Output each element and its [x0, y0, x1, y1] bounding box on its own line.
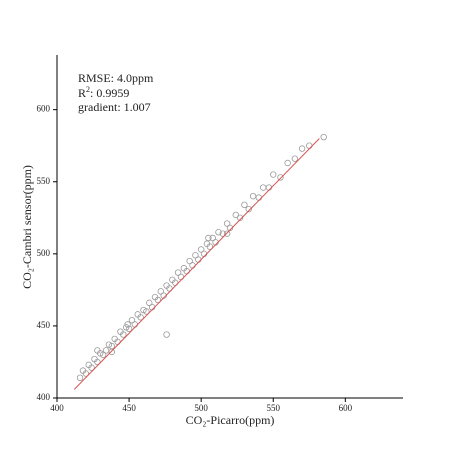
point [131, 321, 139, 328]
point [219, 230, 226, 237]
point [249, 192, 257, 200]
point [245, 205, 252, 213]
point [195, 256, 202, 263]
point [146, 299, 153, 307]
point [270, 171, 277, 178]
point [174, 269, 182, 276]
point [298, 145, 306, 152]
y-axis-label: CO₂-Cambri sensor(ppm) [20, 165, 34, 289]
point [128, 316, 136, 324]
point [236, 214, 244, 221]
point [108, 348, 115, 356]
point [284, 159, 291, 167]
point [206, 243, 214, 250]
point [154, 296, 162, 304]
point [82, 370, 90, 377]
point [102, 347, 110, 354]
point [189, 262, 196, 269]
x-tick-label: 450 [122, 403, 136, 413]
point [277, 174, 284, 181]
point [124, 321, 131, 328]
point [99, 351, 107, 358]
point [291, 155, 299, 162]
x-tick-label: 500 [194, 403, 208, 413]
y-tick-label: 500 [37, 248, 51, 258]
point [192, 252, 199, 259]
x-axis-label: CO₂-Picarro(ppm) [186, 413, 275, 427]
point [232, 211, 239, 219]
point [88, 364, 95, 371]
point [76, 374, 84, 382]
point [163, 331, 170, 338]
point [209, 234, 216, 242]
x-tick-label: 600 [339, 403, 353, 413]
point [259, 184, 267, 191]
y-tick-label: 600 [37, 104, 51, 114]
point [143, 308, 150, 315]
point [94, 347, 101, 354]
point [205, 234, 212, 242]
point [255, 194, 263, 201]
y-tick-label: 550 [37, 176, 51, 186]
point [125, 325, 133, 332]
fit-line [73, 138, 320, 390]
point [94, 358, 101, 366]
y-tick-label: 450 [37, 320, 51, 330]
annotation: R [78, 86, 86, 100]
point [306, 142, 313, 149]
annotation: : 0.9959 [90, 86, 129, 100]
y-tick-label: 400 [37, 392, 51, 402]
point [120, 331, 127, 338]
point [241, 201, 248, 209]
point [320, 133, 327, 141]
point [215, 229, 222, 236]
x-tick-label: 400 [50, 403, 64, 413]
point [186, 257, 193, 265]
annotation: 2 [86, 85, 90, 94]
point [197, 246, 205, 253]
annotation: gradient: 1.007 [78, 100, 151, 114]
point [157, 288, 164, 295]
point [223, 230, 231, 237]
point [137, 314, 144, 321]
annotation: R2: 0.9959 [78, 85, 129, 100]
annotation: RMSE: 4.0ppm [78, 71, 154, 85]
point [223, 220, 231, 227]
x-tick-label: 550 [267, 403, 281, 413]
